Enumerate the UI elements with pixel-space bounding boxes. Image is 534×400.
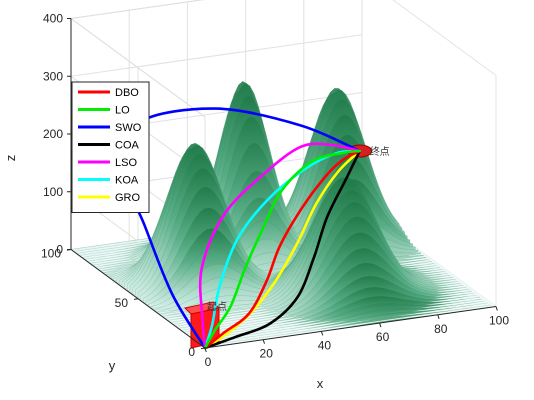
- z-tick-label: 300: [43, 69, 63, 83]
- x-tick-mark: [320, 331, 324, 336]
- z-tick-label: 400: [43, 12, 63, 26]
- x-tick-mark: [262, 339, 265, 344]
- terrain-slice: [175, 216, 464, 327]
- x-tick-mark: [495, 306, 498, 311]
- series-line-lso: [198, 142, 361, 350]
- end-label: 终点: [370, 145, 390, 158]
- series-line-gro: [203, 149, 361, 350]
- series-line-dbo: [203, 149, 361, 350]
- y-tick-label: 50: [115, 296, 129, 310]
- x-tick-label: 0: [205, 355, 212, 369]
- terrain-slice: [183, 262, 473, 333]
- z-tick-label: 0: [56, 243, 63, 257]
- x-tick-label: 60: [376, 330, 390, 344]
- legend-label-lo: LO: [115, 105, 130, 117]
- x-tick-mark: [437, 314, 440, 319]
- legend-label-gro: GRO: [115, 192, 141, 204]
- legend-label-swo: SWO: [115, 122, 142, 134]
- start-label: 起点: [207, 301, 227, 313]
- terrain-slice: [202, 304, 491, 347]
- terrain-slice: [172, 201, 462, 325]
- terrain-slice: [199, 302, 488, 345]
- x-tick-mark: [379, 322, 382, 328]
- x-axis-line: [204, 306, 497, 349]
- legend-label-lso: LSO: [115, 157, 137, 169]
- legend-label-koa: KOA: [115, 175, 139, 187]
- z-tick-label: 100: [43, 185, 63, 199]
- x-tick-label: 40: [318, 338, 332, 352]
- x-tick-label: 100: [489, 314, 509, 328]
- legend: DBO LO SWO COA LSO KOA GRO: [71, 81, 150, 213]
- y-tick-mark: [200, 347, 206, 350]
- y-tick-label: 0: [188, 345, 195, 359]
- terrain-slice: [180, 247, 470, 331]
- x-tick-label: 80: [434, 322, 448, 336]
- series-line-lo: [203, 149, 361, 350]
- terrain-slice: [186, 275, 475, 335]
- terrain-slice: [196, 300, 486, 343]
- legend-label-coa: COA: [115, 140, 140, 152]
- series-line-coa: [203, 149, 361, 350]
- terrain-slice: [178, 232, 467, 329]
- x-axis-label: x: [317, 376, 324, 391]
- x-tick-label: 20: [260, 347, 274, 361]
- legend-label-dbo: DBO: [115, 87, 139, 99]
- y-tick-mark: [133, 298, 139, 300]
- path-series: 起点 终点: [121, 107, 390, 350]
- y-axis-label: y: [109, 358, 116, 373]
- x-tick-mark: [204, 347, 207, 353]
- y-tick-label: 100: [41, 247, 61, 261]
- legend-box: [71, 81, 150, 213]
- z-axis-label: z: [3, 155, 18, 162]
- z-tick-label: 200: [43, 127, 63, 141]
